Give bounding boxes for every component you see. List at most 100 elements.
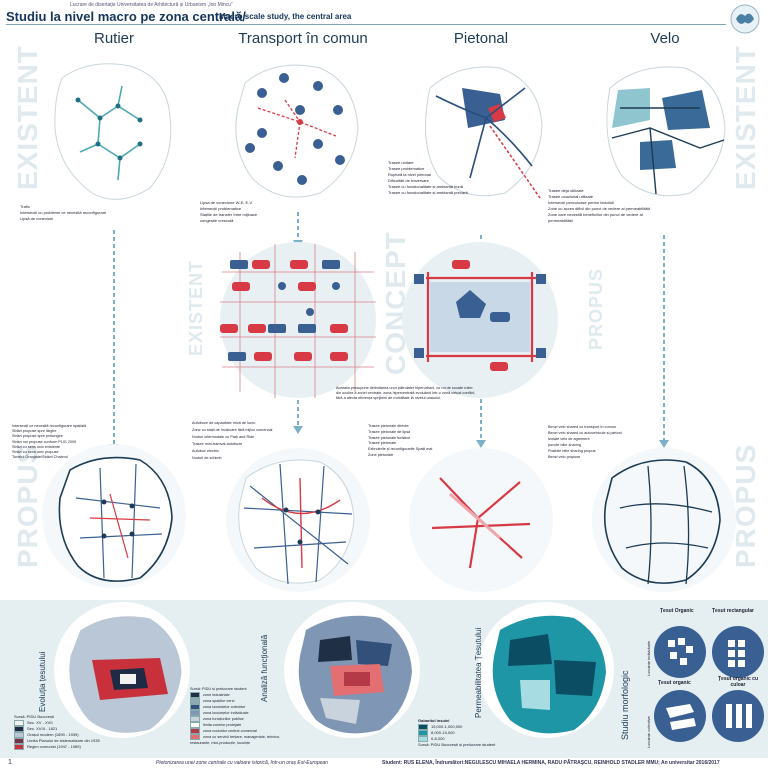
legend-tc-propus: Autobuze de capacitate mică de lucru Zon… (192, 420, 302, 462)
legend-item: Trasee deja utilizate (548, 188, 584, 193)
legend-item: Trasee pietonale directe (368, 424, 409, 428)
section-morfologic: Studiu morfologic (620, 670, 630, 740)
legend-pietonal-propus: Trasee pietonale directe Trasee pietonal… (368, 424, 468, 459)
legend-label: zona locuințelor individuale (203, 711, 249, 715)
page-subtitle: Macro scale study, the central area (219, 12, 352, 21)
legend-item: Intersecții problematice (200, 206, 242, 211)
middle-row (220, 242, 558, 398)
legend-label: zona nodurilor central comercial (203, 729, 257, 733)
legend-source: Sursă: PIDU și prelucrare student (190, 687, 247, 691)
legend-item: Trasee problematice (388, 166, 425, 171)
legend-item: Orașul modern (1890 - 1939) (14, 732, 114, 739)
page-title: Studiu la nivel macro pe zona centrală/ (6, 9, 246, 24)
legend-swatch (14, 726, 24, 733)
legend-item: Zone cu stații de încărcare fără mijloc … (192, 428, 273, 432)
legend-permeabilitate: Gabaritul insulei 15,000-1,000,000 8,000-… (418, 718, 508, 748)
legend-item: Trasee mini-tramvai-autobuze (192, 442, 243, 446)
page-number: 1 (8, 759, 12, 766)
legend-item: limita zonelor protejate (190, 722, 290, 728)
legend-swatch (190, 692, 200, 698)
legend-label: limita zonelor protejate (203, 723, 242, 727)
footer: 1 Pietonizarea unei zone centrale cu val… (0, 758, 768, 768)
bottom-maps (54, 602, 764, 742)
legend-item: Trafic (20, 204, 30, 209)
velo-existent-map (588, 50, 740, 202)
institution-text: Lucrare de disertație Universitatea de A… (70, 2, 233, 8)
legend-label: Orașul modern (1890 - 1939) (27, 732, 79, 738)
legend-item: puncte bike sharing (548, 443, 581, 447)
morph-label-organic: Țesut Organic (660, 608, 694, 614)
existent-row (38, 50, 740, 202)
pietonal-concept (402, 242, 558, 398)
pietonal-propus-map (409, 448, 553, 592)
legend-item: zone industriale (190, 692, 290, 698)
concept-note: Aceasta presupune delimitarea unor pătru… (336, 386, 476, 400)
legend-item: zona cu servicii terțiare, manageriale, … (190, 734, 290, 746)
university-logo-icon (730, 4, 760, 34)
legend-item: Limita Planului de sistematizare din 193… (14, 738, 114, 745)
velo-propus-map (592, 448, 736, 592)
legend-swatch (418, 730, 428, 737)
legend-source: Sursă: PIDU București (14, 714, 55, 719)
col-header-pietonal: Pietonal (453, 30, 509, 47)
legend-item: Extinderile și reconfigurarile Spații ma… (368, 447, 433, 452)
legend-swatch (418, 724, 428, 730)
legend-item: Străzi cu sens unic propuse (12, 450, 59, 455)
pietonal-existent-map (405, 50, 557, 202)
legend-item: Intersecții periculoase pentru biciclișt… (548, 200, 615, 205)
legend-item: zona locuințelor colective (190, 704, 290, 710)
legend-velo-existent: Trasee deja utilizate Trasee ocazional u… (548, 188, 658, 224)
morph-label-organic-2: Țesut organic (658, 680, 691, 686)
section-permeabilitate: Permeabilitatea Țesutului (474, 627, 483, 718)
legend-item: Noduri intermodale cu Park and Ride (192, 435, 255, 439)
legend-item: Trasee pietonale (368, 441, 397, 446)
propus-row (42, 444, 736, 592)
legend-title: Gabaritul insulei (418, 718, 450, 723)
legend-item: Străzi noi propuse conform PUG 2009 (12, 439, 77, 444)
legend-item: Străzi propuse spre prelungire (12, 434, 63, 439)
legend-item: 0-8,000 (418, 736, 508, 743)
legend-item: Izolate velo de agrement (548, 437, 590, 441)
legend-item: Trasee cu funcționalitate și ambianță pr… (388, 190, 468, 195)
legend-item: Trasee unitare (388, 160, 414, 165)
legend-rutier-propus: Intersecții ce necesită reconfigurare sp… (12, 424, 112, 460)
legend-item: Trasee cu funcționalitate și ambianță bu… (388, 184, 464, 189)
legend-swatch (418, 736, 428, 743)
legend-swatch (14, 720, 24, 726)
legend-item: 15,000-1,000,000 (418, 724, 508, 730)
title-underline (6, 24, 726, 25)
legend-velo-propus: Benzi velo shared cu transport în comun … (548, 424, 658, 460)
permeabilitate-map (478, 602, 614, 738)
footer-project: Pietonizarea unei zone centrale cu valoa… (156, 760, 328, 766)
legend-item: Lipsă de conexiuni (20, 216, 54, 221)
legend-rutier-existent: Trafic Intersecții cu probleme ce necesi… (20, 204, 110, 222)
section-evolutie: Evoluția țesutului (38, 651, 47, 712)
legend-item: Tunelul Oranjade/Străzii Chalerul (12, 455, 68, 460)
rutier-existent-map (38, 50, 190, 202)
legend-label: 8,000-15,000 (431, 730, 455, 736)
legend-item: zona locuințelor individuale (190, 710, 290, 716)
morph-label-organic-culoar: Țesut organic cu culoar (718, 676, 759, 688)
col-header-velo: Velo (650, 30, 680, 47)
legend-source: Sursă: PIDU București și prelucrare stud… (418, 742, 496, 748)
legend-label: zona funcțiunilor publice (203, 717, 244, 721)
analiza-map (284, 602, 420, 738)
legend-tc-existent: Lipsa de conexiune W-E, E-V Intersecții … (200, 200, 300, 224)
legend-item: Zone cu acces dificil din punct de veder… (548, 206, 651, 211)
legend-item: Regim comunist (1947 - 1989) (14, 744, 114, 751)
legend-item: Stațiile de transfer între mijloace (200, 212, 258, 217)
footer-credits: Student: RUS ELENA, Îndrumători:NEGULESC… (382, 760, 720, 766)
legend-item: Zone care necesită beneficiilor din punc… (548, 212, 643, 223)
morph-side-colective: Locuințe colective (646, 716, 651, 748)
legend-swatch (190, 734, 200, 740)
morfologic-diagrams (654, 626, 764, 742)
morph-side-individuale: Locuințe individuale (646, 640, 651, 676)
legend-swatch (14, 744, 24, 751)
legend-item: Trasee ocazional utilizate (548, 194, 593, 199)
legend-item: Trasee pietonale de lipsa (368, 429, 411, 434)
legend-swatch (14, 732, 24, 739)
legend-item: zona nodurilor central comercial (190, 728, 290, 734)
legend-label: zona spațiilor verzi (203, 699, 235, 703)
legend-item: Autobuz electric (192, 449, 220, 453)
